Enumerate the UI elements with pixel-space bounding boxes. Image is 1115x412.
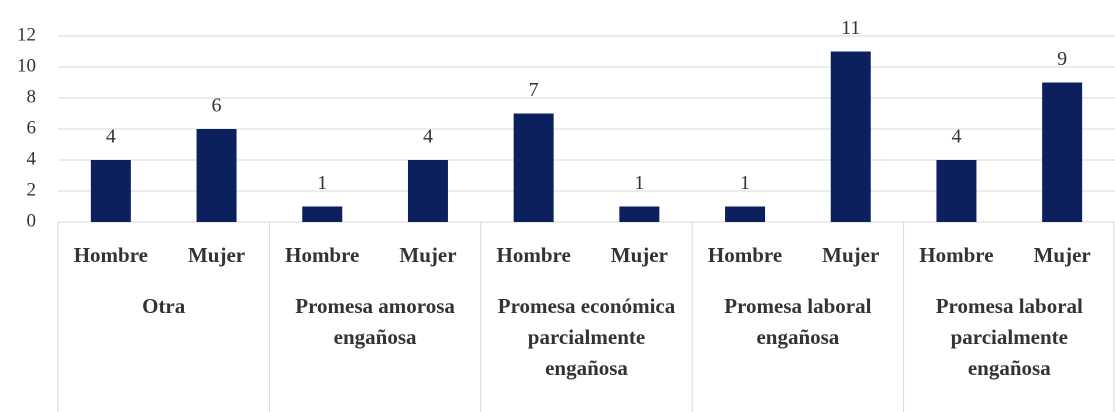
- y-tick-label: 6: [27, 117, 37, 138]
- x-tick-label: Hombre: [285, 243, 359, 267]
- x-tick-label: Hombre: [708, 243, 782, 267]
- data-label: 11: [841, 17, 860, 39]
- data-label: 9: [1057, 48, 1067, 70]
- data-label: 4: [106, 126, 116, 148]
- bar: [302, 206, 343, 222]
- group-label: Promesa amorosa engañosa: [295, 294, 455, 349]
- bar: [90, 160, 131, 222]
- data-label: 1: [740, 172, 750, 194]
- bar: [196, 129, 237, 222]
- bar: [830, 51, 871, 222]
- group-label: Promesa económica parcialmente engañosa: [497, 294, 676, 380]
- y-tick-label: 12: [17, 24, 36, 45]
- group-label: Otra: [142, 294, 186, 318]
- x-tick-label: Mujer: [822, 243, 879, 267]
- data-label: 1: [317, 172, 327, 194]
- x-tick-label: Mujer: [188, 243, 245, 267]
- x-tick-label: Mujer: [611, 243, 668, 267]
- data-label: 1: [634, 172, 644, 194]
- bar: [1042, 82, 1083, 222]
- x-tick-label: Hombre: [497, 243, 571, 267]
- data-label: 7: [529, 79, 539, 101]
- bar: [936, 160, 977, 222]
- bar: [725, 206, 766, 222]
- x-tick-label: Hombre: [74, 243, 148, 267]
- data-label: 4: [951, 126, 961, 148]
- data-label: 4: [423, 126, 433, 148]
- y-tick-label: 4: [27, 148, 37, 169]
- y-tick-label: 0: [27, 210, 37, 231]
- x-tick-label: Mujer: [399, 243, 456, 267]
- y-tick-label: 8: [27, 86, 37, 107]
- group-label: Promesa laboral parcialmente engañosa: [935, 294, 1083, 380]
- bar: [407, 160, 448, 222]
- y-tick-label: 2: [27, 179, 37, 200]
- group-label: Promesa laboral engañosa: [724, 294, 872, 349]
- y-tick-label: 10: [17, 55, 36, 76]
- x-tick-label: Hombre: [919, 243, 993, 267]
- data-label: 6: [212, 95, 222, 117]
- x-tick-label: Mujer: [1034, 243, 1091, 267]
- bar: [619, 206, 660, 222]
- bar: [513, 113, 554, 222]
